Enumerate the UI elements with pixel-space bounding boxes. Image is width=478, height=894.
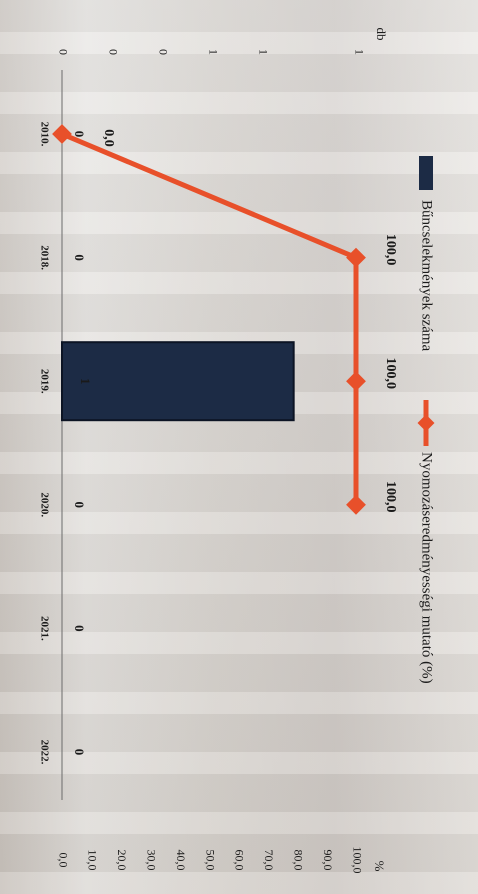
legend-marker-line bbox=[417, 414, 435, 432]
right-axis-tick-6: 60,0 bbox=[233, 850, 247, 871]
right-axis-tick-2: 20,0 bbox=[115, 850, 129, 871]
category-label-5: 2022. bbox=[38, 740, 50, 765]
right-axis-tick-3: 30,0 bbox=[144, 850, 158, 871]
right-axis-tick-9: 90,0 bbox=[321, 850, 335, 871]
category-label-4: 2021. bbox=[38, 616, 50, 641]
legend-swatch-bars bbox=[419, 156, 433, 190]
right-axis-tick-7: 70,0 bbox=[262, 850, 276, 871]
right-axis-tick-1: 10,0 bbox=[86, 850, 100, 871]
left-axis-tick-5: 1 bbox=[352, 49, 366, 55]
line-label-1: 100,0 bbox=[383, 234, 398, 266]
line-label-0: 0,0 bbox=[101, 129, 116, 147]
right-axis-label: % bbox=[372, 861, 387, 872]
left-axis-tick-1: 0 bbox=[106, 49, 120, 55]
left-axis-tick-2: 0 bbox=[156, 49, 170, 55]
right-axis-tick-0: 0,0 bbox=[56, 853, 70, 868]
left-axis-tick-3: 1 bbox=[206, 49, 220, 55]
bar-label-3: 0 bbox=[72, 502, 87, 509]
line-marker-1 bbox=[346, 247, 366, 268]
bar-2 bbox=[61, 341, 295, 422]
bar-label-1: 0 bbox=[72, 254, 87, 261]
category-label-1: 2018. bbox=[38, 245, 50, 270]
bar-label-0: 0 bbox=[72, 131, 87, 138]
line-marker-0 bbox=[52, 124, 72, 144]
left-axis-label: db bbox=[374, 28, 389, 41]
right-axis-tick-5: 50,0 bbox=[203, 850, 217, 871]
line-series bbox=[61, 131, 359, 505]
line-marker-3 bbox=[346, 494, 366, 515]
legend-label-line: Nyomozáseredményességi mutató (%) bbox=[419, 452, 435, 684]
left-axis-tick-0: 0 bbox=[56, 49, 70, 55]
category-label-3: 2020. bbox=[38, 492, 50, 517]
left-axis-tick-4: 1 bbox=[256, 49, 270, 55]
right-axis-tick-8: 80,0 bbox=[291, 850, 305, 871]
category-label-2: 2019. bbox=[38, 369, 50, 394]
legend-label-bars: Bűncselekmények száma bbox=[419, 200, 435, 352]
line-label-3: 100,0 bbox=[383, 481, 398, 513]
bar-label-4: 0 bbox=[72, 625, 87, 632]
line-label-2: 100,0 bbox=[383, 357, 398, 389]
right-axis-tick-10: 100,0 bbox=[350, 847, 364, 874]
bar-label-5: 0 bbox=[72, 749, 87, 756]
category-label-0: 2010. bbox=[38, 122, 50, 147]
line-marker-2 bbox=[346, 371, 366, 392]
bar-label-2: 1 bbox=[78, 378, 93, 385]
right-axis-tick-4: 40,0 bbox=[174, 850, 188, 871]
